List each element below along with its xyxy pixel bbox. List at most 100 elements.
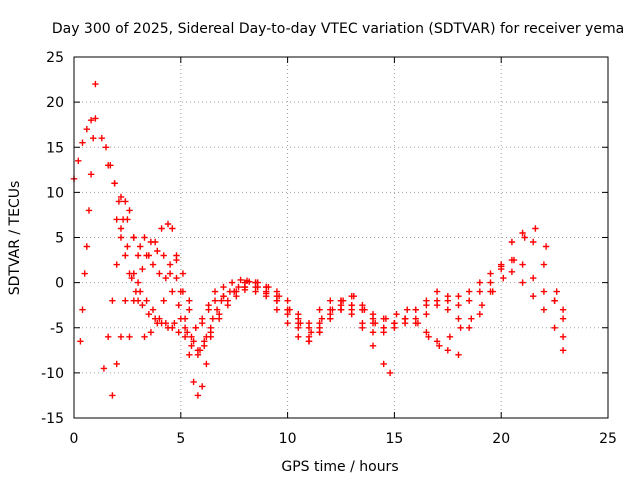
data-point [205, 306, 212, 313]
data-point [519, 279, 526, 286]
series-track-3 [77, 80, 394, 377]
data-point [478, 302, 486, 309]
data-point [156, 270, 163, 277]
data-point [226, 288, 234, 295]
data-point [196, 347, 204, 354]
data-point [305, 338, 313, 345]
data-point [542, 243, 550, 250]
data-point [181, 324, 189, 331]
data-point [126, 333, 133, 340]
x-tick-label: 0 [70, 431, 79, 447]
data-point [235, 283, 242, 291]
data-point [145, 252, 152, 259]
data-point [423, 329, 430, 336]
data-point [433, 338, 441, 345]
data-point [530, 238, 537, 246]
data-point [369, 342, 377, 349]
data-point [237, 276, 244, 284]
data-point [487, 279, 494, 286]
data-point [201, 342, 208, 349]
data-point [122, 297, 129, 304]
data-point [173, 274, 180, 282]
data-point [559, 315, 567, 322]
data-point [162, 274, 169, 282]
data-point [444, 347, 451, 354]
data-point [184, 329, 191, 336]
data-point [263, 290, 270, 297]
data-point [119, 216, 127, 223]
data-point [194, 351, 202, 358]
data-point [216, 315, 223, 322]
data-point [130, 234, 137, 241]
y-tick-label: 15 [46, 140, 64, 156]
data-point [188, 333, 195, 340]
data-point [305, 324, 313, 331]
data-point [252, 288, 259, 295]
data-point [243, 277, 251, 284]
data-point [284, 320, 291, 327]
data-point [139, 302, 146, 309]
y-tick-label: 10 [46, 185, 64, 201]
y-axis-label: SDTVAR / TECUs [7, 181, 23, 296]
data-point [98, 135, 105, 142]
data-point [380, 360, 387, 368]
data-point [164, 220, 172, 228]
data-point [188, 342, 195, 349]
data-point [83, 243, 90, 250]
data-point [175, 329, 182, 336]
data-point [175, 302, 182, 309]
x-tick-label: 25 [599, 431, 617, 447]
data-point [316, 320, 323, 327]
data-point [90, 135, 97, 142]
data-point [498, 263, 505, 270]
data-point [160, 297, 167, 304]
data-point [295, 324, 302, 331]
data-point [446, 333, 454, 340]
data-point [551, 297, 558, 304]
data-point [220, 293, 227, 300]
data-point [228, 279, 236, 286]
data-point [152, 238, 159, 246]
data-point [273, 306, 281, 313]
y-tick-label: -10 [41, 366, 64, 382]
x-tick-label: 20 [492, 431, 510, 447]
data-point [433, 302, 441, 309]
data-point [423, 311, 430, 318]
data-point [369, 329, 377, 336]
data-point [169, 225, 176, 232]
data-point [190, 378, 197, 386]
y-tick-label: -5 [50, 321, 64, 337]
data-point [199, 383, 206, 390]
data-point [532, 225, 539, 232]
data-point [186, 306, 193, 313]
data-point [284, 311, 291, 318]
data-point [220, 283, 227, 291]
data-point [487, 270, 494, 277]
data-point [158, 225, 165, 232]
data-point [149, 261, 157, 268]
data-point [241, 286, 249, 293]
data-point [530, 293, 537, 300]
data-point [404, 306, 411, 313]
data-point [466, 297, 473, 304]
axis-layer: 0 5 10 15 20 25 -15 -10 -5 0 5 10 15 20 25 [41, 50, 617, 447]
grid-layer [74, 57, 608, 418]
data-point [211, 288, 219, 295]
data-point [391, 324, 398, 331]
data-point [327, 297, 334, 304]
data-point [203, 360, 210, 368]
data-point [132, 288, 140, 295]
data-point [145, 311, 152, 318]
data-point [508, 238, 516, 246]
data-point [433, 288, 441, 295]
data-point [329, 306, 336, 313]
y-tick-label: 0 [55, 276, 64, 292]
data-point [177, 288, 184, 295]
data-point [113, 216, 120, 223]
data-point [211, 297, 219, 304]
data-point [273, 297, 281, 304]
data-point [126, 270, 133, 277]
data-point [500, 274, 507, 282]
data-point [297, 320, 304, 327]
